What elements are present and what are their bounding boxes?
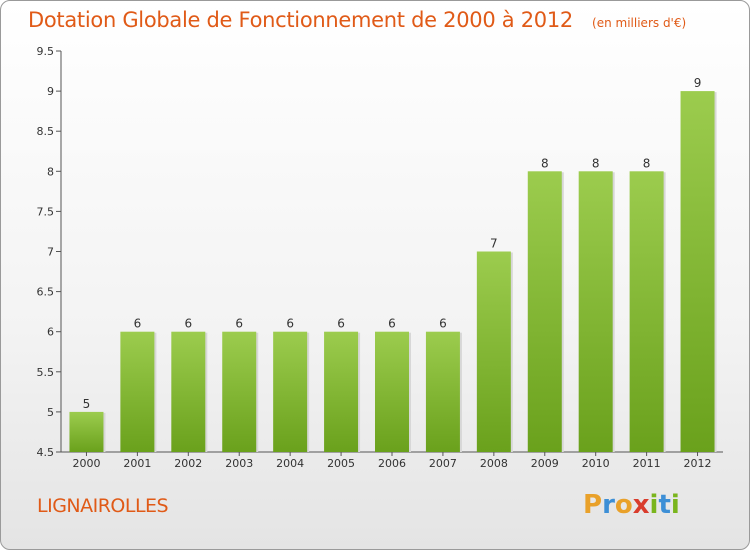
bar [324, 331, 359, 452]
bar-value-label: 6 [184, 317, 192, 331]
x-tick-label: 2011 [633, 457, 661, 470]
bar [120, 331, 155, 452]
y-tick-label: 5 [47, 406, 54, 419]
bar-value-label: 9 [694, 76, 702, 90]
y-tick-label: 9.5 [37, 45, 55, 58]
logo-letter: i [670, 490, 680, 520]
bar-value-label: 5 [83, 397, 91, 411]
bar [680, 91, 715, 452]
bar-value-label: 6 [439, 317, 447, 331]
x-tick-label: 2005 [327, 457, 355, 470]
bar-value-label: 8 [592, 156, 600, 170]
bar [578, 171, 613, 453]
y-tick-label: 6 [47, 326, 54, 339]
bar-value-label: 6 [388, 317, 396, 331]
x-tick-label: 2012 [684, 457, 712, 470]
logo-letter: o [614, 490, 633, 520]
y-tick-label: 9 [47, 85, 54, 98]
logo-letter: P [583, 490, 603, 520]
logo-letter: r [602, 490, 615, 520]
x-tick-label: 2006 [378, 457, 406, 470]
bar-value-label: 6 [134, 317, 142, 331]
y-tick-label: 7.5 [37, 205, 55, 218]
logo-letter: x [632, 490, 650, 520]
bar [375, 331, 409, 452]
bar-value-label: 7 [490, 237, 498, 251]
bar [425, 331, 460, 452]
bar [527, 171, 562, 453]
bar-value-label: 8 [643, 156, 651, 170]
x-tick-label: 2008 [480, 457, 508, 470]
y-tick-label: 8 [47, 165, 54, 178]
logo-letter: t [658, 490, 671, 520]
bar-value-label: 6 [286, 317, 294, 331]
x-tick-label: 2010 [582, 457, 610, 470]
bar [273, 331, 308, 452]
x-tick-label: 2002 [174, 457, 202, 470]
bar-value-label: 8 [541, 156, 549, 170]
chart-title-block: Dotation Globale de Fonctionnement de 20… [28, 8, 686, 32]
x-tick-label: 2003 [225, 457, 253, 470]
chart-unit-note: (en milliers d'€) [592, 16, 687, 30]
bar [171, 331, 206, 452]
bar [476, 251, 511, 452]
commune-name: LIGNAIROLLES [37, 495, 169, 517]
x-tick-label: 2009 [531, 457, 559, 470]
y-tick-label: 7 [47, 246, 54, 259]
bar-value-label: 6 [235, 317, 243, 331]
bar [629, 171, 664, 453]
y-tick-label: 8.5 [37, 125, 55, 138]
proxiti-logo: Proxiti [583, 490, 680, 520]
bar-value-label: 6 [337, 317, 345, 331]
y-tick-label: 4.5 [37, 446, 55, 459]
x-tick-label: 2004 [276, 457, 304, 470]
x-tick-label: 2007 [429, 457, 457, 470]
y-tick-label: 5.5 [37, 366, 55, 379]
x-tick-label: 2000 [72, 457, 100, 470]
logo-letter: i [649, 490, 659, 520]
bar [69, 411, 104, 452]
x-tick-label: 2001 [123, 457, 151, 470]
y-tick-label: 6.5 [37, 286, 55, 299]
chart-title: Dotation Globale de Fonctionnement de 20… [28, 8, 573, 32]
bar [222, 331, 257, 452]
